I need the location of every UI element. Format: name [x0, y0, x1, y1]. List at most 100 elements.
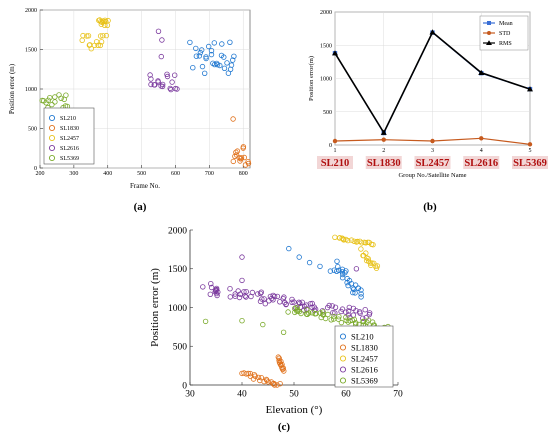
scatter-point: [148, 81, 154, 88]
category-highlight: [414, 156, 451, 169]
scatter-point: [358, 246, 364, 252]
scatter-point: [271, 382, 278, 388]
scatter-point: [171, 72, 178, 78]
scatter-point: [213, 285, 220, 292]
category-label: SL2457: [416, 158, 450, 169]
scatter-point: [101, 18, 107, 25]
scatter-point: [214, 292, 220, 299]
scatter-point: [58, 95, 64, 101]
scatter-point: [174, 86, 180, 92]
scatter-point: [280, 329, 287, 335]
scatter-point: [327, 268, 334, 274]
x-tick-label: 400: [103, 171, 112, 177]
scatter-point: [45, 97, 51, 103]
scatter-point: [239, 254, 245, 260]
legend-label: SL5369: [351, 375, 378, 385]
legend-marker: [339, 366, 347, 373]
scatter-point: [358, 291, 364, 297]
scatter-point: [285, 309, 291, 315]
category-highlight: [463, 156, 500, 169]
scatter-point: [374, 263, 381, 269]
panel-label: (b): [423, 201, 437, 213]
series-marker: [380, 129, 387, 135]
scatter-point: [100, 33, 106, 39]
legend-marker: [339, 344, 347, 351]
scatter-point: [338, 319, 345, 326]
scatter-point: [159, 83, 166, 90]
legend-marker: [48, 114, 56, 122]
scatter-point: [164, 71, 170, 77]
category-label: SL5369: [513, 158, 547, 169]
scatter-point: [280, 365, 286, 371]
y-tick-label: 1500: [320, 43, 332, 49]
scatter-point: [245, 160, 252, 167]
scatter-point: [225, 70, 232, 76]
scatter-point: [208, 48, 215, 54]
scatter-point: [203, 54, 209, 60]
y-axis-label: Position error(m): [308, 56, 315, 101]
x-tick-label: 800: [239, 171, 248, 177]
scatter-point: [320, 311, 326, 318]
scatter-point: [47, 94, 53, 101]
scatter-point: [85, 33, 92, 39]
scatter-point: [353, 320, 359, 326]
scatter-point: [336, 314, 342, 320]
scatter-point: [80, 32, 86, 39]
scatter-point: [229, 57, 236, 63]
scatter-point: [208, 51, 215, 58]
series-marker: [478, 69, 485, 76]
scatter-point: [322, 315, 329, 322]
legend-label: RMS: [499, 41, 512, 47]
scatter-point: [294, 308, 300, 314]
scatter-point: [350, 289, 356, 296]
series-marker: [430, 138, 435, 144]
scatter-point: [243, 294, 249, 300]
scatter-point: [353, 266, 360, 272]
scatter-point: [193, 45, 199, 52]
scatter-point: [326, 302, 332, 309]
scatter-point: [242, 162, 249, 168]
scatter-point: [348, 237, 355, 243]
y-tick-label: 2000: [168, 226, 187, 236]
scatter-point: [93, 39, 100, 45]
x-axis-label: Frame No.: [130, 182, 160, 190]
scatter-point: [286, 245, 292, 252]
legend-marker: [48, 154, 56, 162]
scatter-point: [102, 17, 108, 23]
category-label: SL1830: [367, 158, 401, 169]
scatter-point: [84, 33, 90, 39]
scatter-point: [250, 376, 257, 382]
scatter-point: [164, 73, 171, 80]
scatter-point: [158, 53, 164, 60]
scatter-point: [97, 42, 104, 49]
x-tick-label: 200: [36, 171, 45, 177]
scatter-point: [270, 297, 276, 303]
scatter-point: [331, 313, 337, 320]
scatter-point: [365, 256, 371, 262]
scatter-point: [239, 277, 245, 284]
legend-label: SL2616: [60, 146, 79, 152]
scatter-point: [317, 263, 323, 270]
y-tick-label: 0: [182, 381, 187, 391]
scatter-point: [334, 258, 340, 264]
scatter-point: [313, 310, 319, 317]
scatter-point: [235, 288, 241, 294]
scatter-point: [198, 47, 205, 53]
scatter-point: [330, 310, 336, 316]
scatter-point: [105, 17, 111, 24]
scatter-point: [202, 318, 209, 325]
scatter-point: [238, 155, 245, 161]
scatter-point: [258, 289, 264, 295]
x-tick-label: 1: [334, 148, 337, 154]
scatter-point: [320, 309, 326, 315]
scatter-point: [294, 304, 300, 311]
legend-label: SL1830: [60, 126, 79, 132]
scatter-point: [340, 236, 346, 242]
scatter-point: [278, 358, 284, 365]
y-tick-label: 500: [28, 127, 37, 133]
legend-label: SL1830: [351, 342, 378, 352]
scatter-point: [97, 33, 104, 39]
scatter-point: [228, 62, 235, 68]
scatter-point: [101, 22, 108, 28]
